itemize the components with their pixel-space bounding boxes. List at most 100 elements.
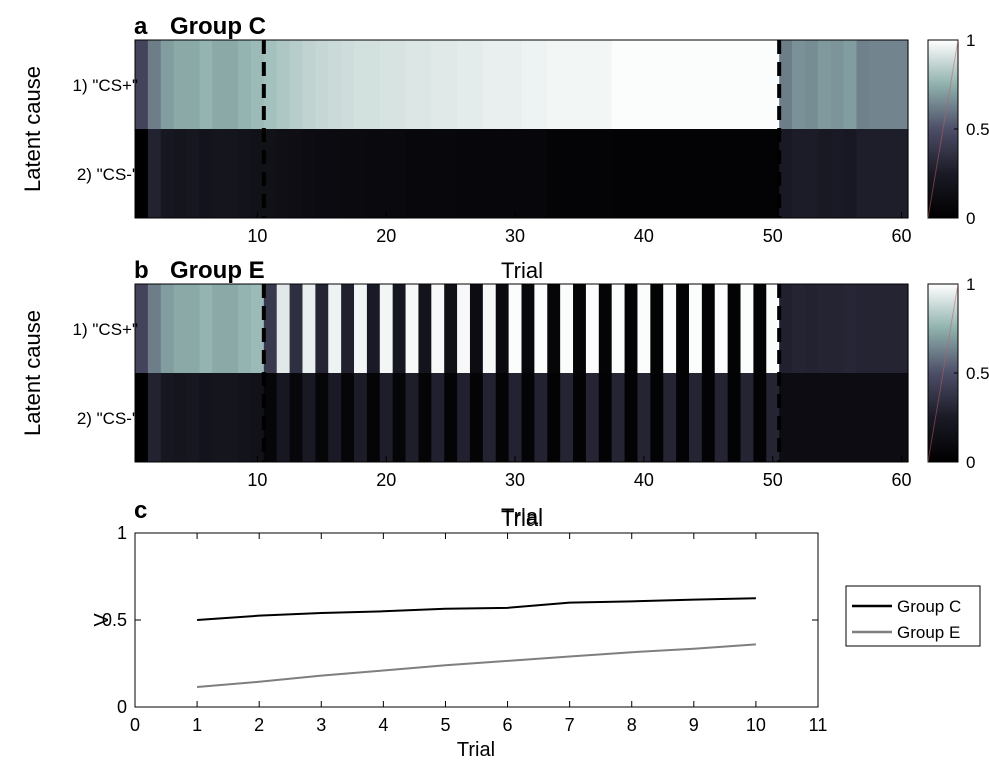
heatmap-cell: [792, 373, 806, 463]
heatmap-cell: [895, 284, 909, 374]
heatmap-cell: [444, 373, 458, 463]
heatmap-cell: [753, 40, 767, 130]
x-tick-label: 2: [254, 715, 264, 735]
heatmap-cell: [753, 284, 767, 374]
heatmap-b-row-label-2: 2) "CS-": [77, 409, 138, 428]
heatmap-cell: [895, 40, 909, 130]
heatmap-cell: [147, 284, 162, 374]
y-tick-label: 0: [117, 697, 127, 717]
heatmap-cell: [238, 129, 252, 219]
heatmap-cell: [766, 129, 780, 219]
heatmap-cell: [457, 284, 471, 374]
heatmap-cell: [392, 284, 407, 374]
x-tick-label: 4: [378, 715, 388, 735]
heatmap-cell: [534, 373, 548, 463]
heatmap-cell: [611, 373, 626, 463]
heatmap-cell: [650, 284, 664, 374]
heatmap-cell: [212, 373, 226, 463]
heatmap-cell: [495, 129, 510, 219]
heatmap-cell: [495, 40, 510, 130]
panel-b: b Group E 10 20 30 40 50 60 1) "CS+" 2) "CS-"…: [20, 257, 989, 529]
heatmap-cell: [328, 373, 342, 463]
heatmap-cell: [869, 373, 883, 463]
line-c-x-axis-label: Trial: [457, 739, 495, 761]
heatmap-cell: [585, 40, 600, 130]
heatmap-cell: [315, 40, 329, 130]
heatmap-cell: [418, 40, 432, 130]
heatmap-cell: [676, 284, 690, 374]
heatmap-cell: [637, 284, 651, 374]
panel-a-title: Group C: [170, 13, 266, 40]
heatmap-cell: [856, 40, 870, 130]
x-tick-label: 60: [892, 226, 912, 246]
heatmap-cell: [379, 373, 394, 463]
heatmap-cell: [276, 40, 291, 130]
heatmap-b: [134, 283, 909, 463]
heatmap-cell: [830, 373, 845, 463]
heatmap-cell: [688, 129, 703, 219]
heatmap-cell: [418, 129, 432, 219]
heatmap-cell: [160, 284, 175, 374]
heatmap-cell: [727, 129, 742, 219]
heatmap-cell: [431, 40, 445, 130]
colorbar-b: 00.51: [927, 275, 989, 472]
heatmap-cell: [624, 40, 639, 130]
heatmap-cell: [611, 284, 626, 374]
heatmap-cell: [160, 373, 175, 463]
heatmap-cell: [882, 40, 896, 130]
x-tick-label: 60: [892, 470, 912, 490]
heatmap-cell: [573, 284, 587, 374]
heatmap-cell: [199, 284, 213, 374]
y-tick-label: 0.5: [102, 610, 127, 630]
heatmap-cell: [714, 129, 729, 219]
heatmap-cell: [302, 129, 316, 219]
panel-a-letter: a: [134, 13, 148, 40]
heatmap-cell: [753, 129, 767, 219]
heatmap-cell: [160, 129, 175, 219]
heatmap-cell: [263, 40, 278, 130]
heatmap-cell: [740, 40, 754, 130]
heatmap-cell: [276, 373, 291, 463]
heatmap-cell: [650, 373, 664, 463]
heatmap-cell: [792, 40, 806, 130]
heatmap-cell: [315, 284, 329, 374]
heatmap-cell: [302, 373, 316, 463]
heatmap-cell: [830, 129, 845, 219]
heatmap-cell: [804, 40, 819, 130]
heatmap-cell: [560, 129, 574, 219]
heatmap-frame: [134, 39, 909, 219]
colorbar-diagonal: [927, 39, 959, 219]
heatmap-cell: [624, 284, 639, 374]
heatmap-cell: [405, 129, 420, 219]
heatmap-cell: [444, 129, 458, 219]
heatmap-cell: [573, 373, 587, 463]
heatmap-cell: [354, 284, 368, 374]
heatmap-cell: [598, 373, 613, 463]
heatmap-cell: [302, 40, 316, 130]
heatmap-cell: [843, 284, 858, 374]
heatmap-cell: [869, 40, 883, 130]
x-tick-label: 40: [634, 226, 654, 246]
heatmap-cell: [431, 373, 445, 463]
heatmap-cell: [147, 129, 162, 219]
heatmap-cell: [341, 284, 355, 374]
heatmap-cell: [482, 284, 497, 374]
heatmap-cell: [469, 129, 484, 219]
heatmap-cell: [830, 40, 845, 130]
heatmap-cell: [354, 373, 368, 463]
heatmap-cell: [328, 129, 342, 219]
heatmap-cell: [714, 373, 729, 463]
heatmap-cell: [882, 284, 896, 374]
heatmap-cell: [547, 129, 561, 219]
heatmap-cell: [817, 129, 832, 219]
heatmap-cell: [431, 284, 445, 374]
heatmap-cell: [160, 40, 175, 130]
x-tick-label: 8: [627, 715, 637, 735]
heatmap-cell: [869, 129, 883, 219]
heatmap-cell: [547, 284, 561, 374]
heatmap-cell: [895, 373, 909, 463]
heatmap-cell: [418, 284, 432, 374]
heatmap-cell: [366, 129, 381, 219]
heatmap-cell: [585, 373, 600, 463]
x-tick-label: 6: [503, 715, 513, 735]
